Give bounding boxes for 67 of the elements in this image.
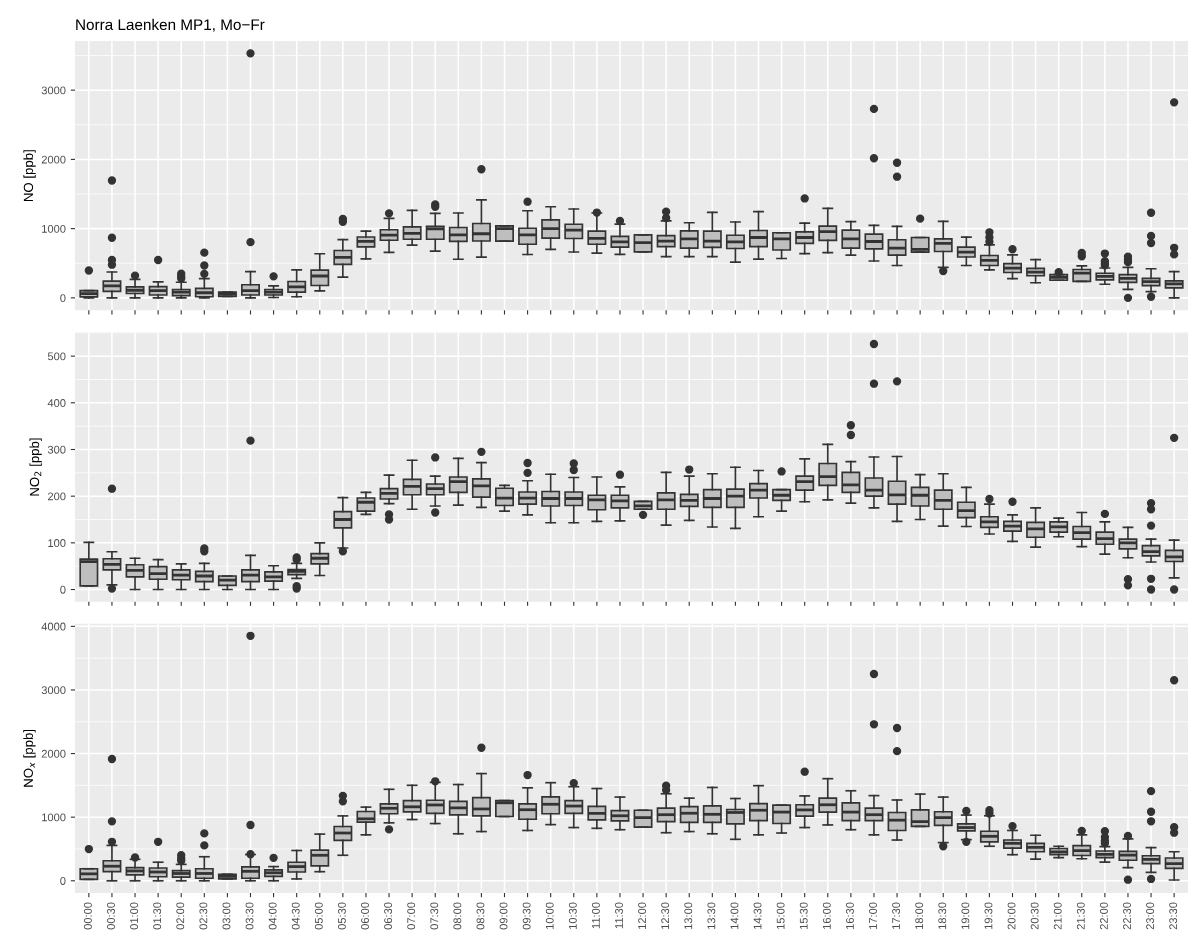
x-tick-label: 02:30	[199, 902, 208, 930]
y-tick-label: 200	[47, 492, 66, 501]
y-axis-title: NO [ppb]	[23, 150, 36, 201]
y-tick-label: 2000	[41, 749, 66, 758]
x-tick-label: 20:30	[1030, 902, 1039, 930]
x-tick-label: 21:00	[1053, 902, 1062, 930]
x-tick-label: 21:30	[1076, 902, 1085, 930]
x-tick-label: 15:30	[799, 902, 808, 929]
x-tick-label: 16:00	[822, 902, 831, 929]
x-tick-label: 23:00	[1146, 902, 1155, 930]
y-axis-title: NO$_{x}$ [ppb]	[23, 729, 36, 787]
x-tick-label: 09:30	[522, 902, 531, 930]
x-tick-label: 04:00	[268, 902, 277, 930]
x-tick-label: 04:30	[291, 902, 300, 930]
x-tick-label: 08:00	[453, 902, 462, 930]
y-tick-label: 400	[47, 399, 66, 407]
y-tick-label: 4000	[41, 622, 66, 631]
x-tick-label: 07:00	[407, 902, 416, 930]
y-tick-label: 0	[60, 294, 66, 303]
x-tick-label: 18:30	[938, 902, 947, 929]
y-tick-label: 500	[47, 352, 66, 361]
y-tick-label: 1000	[42, 224, 66, 233]
x-tick-label: 19:00	[961, 902, 970, 929]
y-tick-label: 0	[60, 877, 66, 885]
x-tick-label: 10:00	[545, 902, 554, 929]
y-tick-label: 2000	[41, 155, 66, 164]
x-tick-label: 12:00	[638, 902, 647, 929]
x-tick-label: 13:00	[684, 902, 693, 929]
x-tick-label: 22:30	[1123, 902, 1131, 930]
x-tick-label: 07:30	[430, 902, 439, 930]
x-tick-label: 23:30	[1169, 902, 1178, 930]
x-tick-label: 15:00	[776, 902, 785, 929]
x-tick-label: 11:00	[591, 902, 600, 929]
x-tick-label: 10:30	[568, 902, 577, 929]
x-tick-label: 03:00	[222, 902, 231, 930]
x-tick-label: 02:00	[176, 902, 185, 930]
x-tick-label: 06:00	[361, 902, 369, 930]
x-tick-label: 03:30	[245, 902, 254, 930]
x-tick-label: 01:30	[153, 902, 162, 930]
x-tick-label: 17:30	[892, 902, 901, 929]
y-tick-label: 300	[47, 445, 66, 454]
x-tick-label: 08:30	[476, 902, 485, 930]
x-tick-label: 22:00	[1099, 902, 1108, 930]
y-tick-label: 3000	[41, 686, 66, 695]
y-tick-label: 3000	[41, 86, 66, 95]
x-tick-label: 00:00	[83, 902, 92, 930]
x-tick-label: 05:00	[314, 902, 323, 930]
x-tick-label: 06:30	[384, 902, 393, 930]
x-tick-label: 17:00	[869, 902, 877, 929]
x-tick-label: 12:30	[661, 902, 670, 929]
y-axis-title: NO$_{2}$ [ppb]	[29, 438, 42, 496]
y-tick-label: 100	[48, 539, 66, 547]
x-tick-label: 09:00	[499, 902, 508, 930]
x-tick-label: 19:30	[984, 902, 993, 929]
x-tick-label: 18:00	[915, 902, 924, 929]
y-tick-label: 0	[60, 585, 66, 594]
chart-title: Norra Laenken MP1, Mo−Fr	[76, 18, 265, 32]
x-tick-label: 05:30	[337, 902, 346, 930]
y-tick-label: 1000	[42, 813, 66, 822]
x-tick-label: 00:30	[107, 902, 115, 930]
x-tick-label: 20:00	[1007, 902, 1016, 930]
x-tick-label: 11:30	[615, 902, 623, 929]
x-tick-label: 16:30	[845, 902, 854, 929]
x-tick-label: 13:30	[707, 902, 716, 929]
x-tick-label: 14:00	[730, 902, 739, 929]
x-tick-label: 01:00	[130, 902, 139, 930]
x-tick-label: 14:30	[753, 902, 762, 929]
